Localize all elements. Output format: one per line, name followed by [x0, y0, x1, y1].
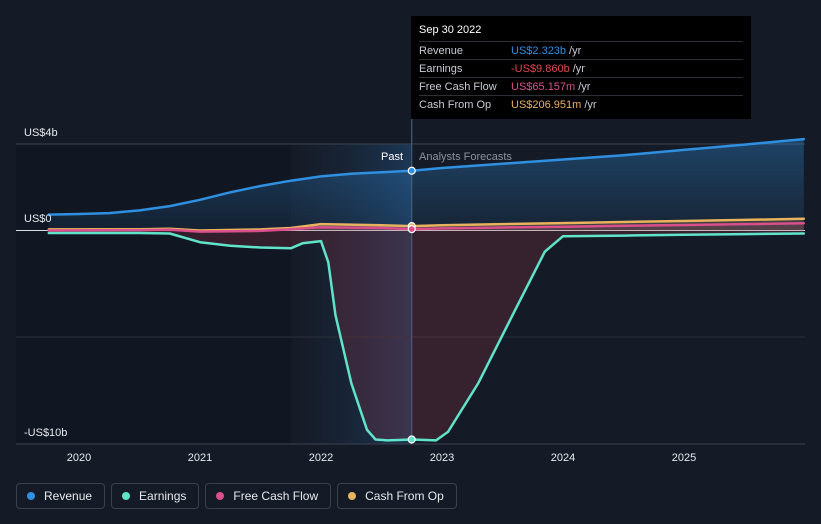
legend: Revenue Earnings Free Cash Flow Cash Fro…	[16, 483, 457, 509]
x-tick-label: 2023	[430, 452, 454, 464]
revenue-marker	[407, 166, 416, 175]
x-tick-label: 2025	[672, 452, 696, 464]
forecast-label: Analysts Forecasts	[419, 151, 512, 163]
legend-label: Revenue	[44, 489, 93, 503]
series-lines	[47, 137, 806, 442]
tooltip-row-unit: /yr	[584, 98, 597, 111]
tooltip-row-name: Revenue	[419, 44, 464, 57]
free-cash-flow-dot-icon	[216, 492, 225, 500]
earnings-dot-icon	[122, 492, 131, 500]
y-tick-label: US$4b	[24, 127, 58, 139]
tooltip-row: Cash From Op US$206.951m /yr	[419, 95, 743, 113]
y-tick-label: US$0	[24, 213, 52, 225]
earnings-marker	[407, 435, 416, 444]
legend-item-cash-from-op[interactable]: Cash From Op	[337, 483, 457, 509]
tooltip-row-unit: /yr	[569, 44, 582, 57]
earnings-line	[47, 231, 806, 442]
cash-from-op-dot-icon	[348, 492, 357, 500]
tooltip-date: Sep 30 2022	[419, 24, 482, 36]
tooltip-row-value: US$2.323b	[511, 44, 567, 57]
x-tick-label: 2022	[309, 452, 333, 464]
tooltip-row: Free Cash Flow US$65.157m /yr	[419, 77, 743, 95]
earnings-area	[48, 230, 804, 441]
legend-item-free-cash-flow[interactable]: Free Cash Flow	[205, 483, 332, 509]
free-cash-flow-marker	[407, 225, 416, 234]
y-axis-labels: US$4b US$0 -US$10b	[24, 127, 67, 439]
legend-item-revenue[interactable]: Revenue	[16, 483, 106, 509]
legend-label: Earnings	[139, 489, 187, 503]
cash-from-op-area	[48, 218, 804, 231]
tooltip-row-value: US$206.951m	[511, 98, 582, 111]
y-tick-label: -US$10b	[24, 427, 67, 439]
free-cash-flow-area	[48, 223, 804, 232]
free-cash-flow-line	[47, 222, 806, 233]
tooltip-row-unit: /yr	[578, 80, 591, 93]
tooltip-row-name: Earnings	[419, 62, 463, 75]
past-label: Past	[381, 151, 403, 163]
tooltip: Sep 30 2022 Revenue US$2.323b /yr Earnin…	[411, 16, 751, 119]
tooltip-row-name: Cash From Op	[419, 98, 492, 111]
tooltip-row-name: Free Cash Flow	[419, 80, 497, 93]
date-markers	[407, 166, 416, 444]
x-tick-label: 2020	[67, 452, 91, 464]
series-areas	[48, 139, 804, 441]
legend-label: Cash From Op	[365, 489, 444, 503]
revenue-line	[47, 137, 806, 216]
revenue-area	[48, 139, 804, 231]
tooltip-row-unit: /yr	[572, 62, 585, 75]
tooltip-row: Revenue US$2.323b /yr	[419, 41, 743, 59]
x-tick-label: 2024	[551, 452, 575, 464]
legend-item-earnings[interactable]: Earnings	[111, 483, 200, 509]
legend-label: Free Cash Flow	[233, 489, 319, 503]
x-tick-label: 2021	[188, 452, 212, 464]
revenue-dot-icon	[27, 492, 35, 500]
chart-area: US$4b US$0 -US$10b 2020 2021 2022 2023 2024 2…	[16, 16, 806, 464]
x-axis-labels: 2020 2021 2022 2023 2024 2025	[67, 452, 696, 464]
tooltip-row-value: -US$9.860b	[511, 62, 570, 75]
tooltip-row-value: US$65.157m	[511, 80, 576, 93]
tooltip-row: Earnings -US$9.860b /yr	[419, 59, 743, 77]
